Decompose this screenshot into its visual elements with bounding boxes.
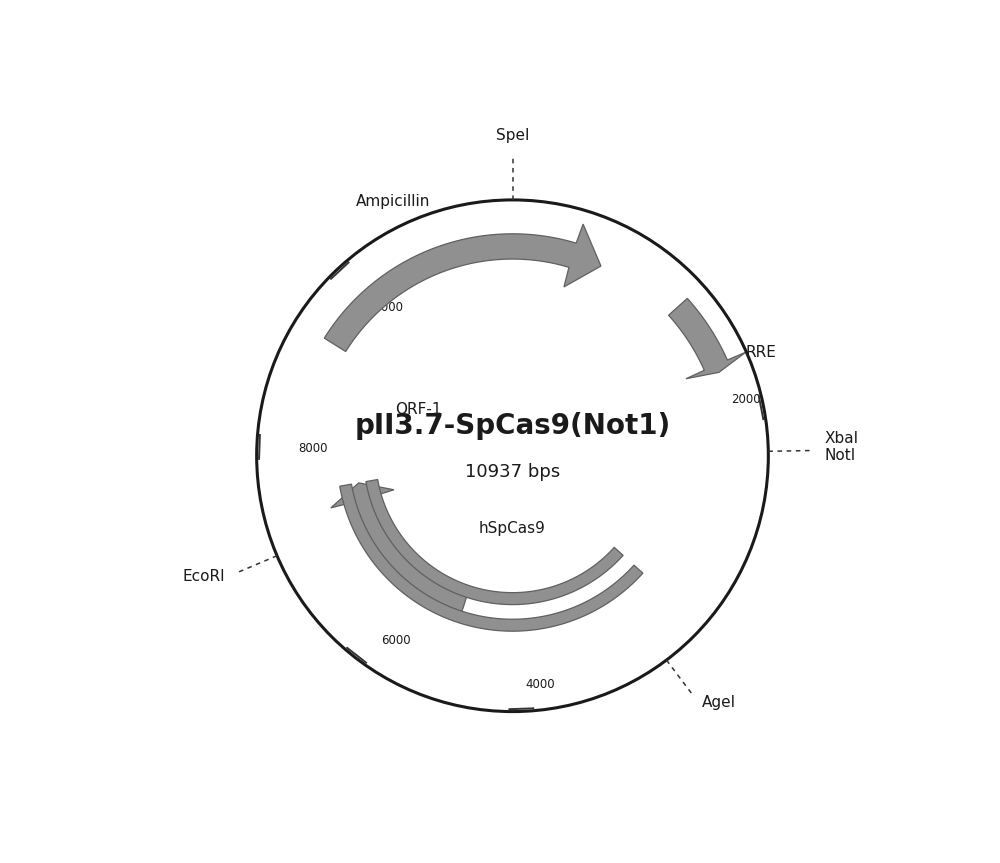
- Polygon shape: [669, 299, 746, 379]
- Text: EcoRI: EcoRI: [182, 569, 225, 584]
- Text: pII3.7-SpCas9(Not1): pII3.7-SpCas9(Not1): [354, 412, 671, 440]
- Text: XbaI: XbaI: [825, 431, 859, 446]
- Text: Ampicillin: Ampicillin: [356, 194, 430, 210]
- Text: AgeI: AgeI: [702, 695, 736, 710]
- Polygon shape: [340, 484, 643, 631]
- Text: hSpCas9: hSpCas9: [479, 521, 546, 536]
- Text: 10937 bps: 10937 bps: [465, 463, 560, 482]
- Text: 10000: 10000: [366, 300, 403, 313]
- Text: RRE: RRE: [745, 345, 776, 360]
- Text: 8000: 8000: [299, 442, 328, 455]
- Text: SpeI: SpeI: [496, 129, 529, 143]
- Text: ORF-1: ORF-1: [395, 402, 442, 418]
- Text: 6000: 6000: [381, 633, 410, 647]
- Text: NotI: NotI: [825, 448, 856, 463]
- Polygon shape: [324, 224, 601, 351]
- Text: 2000: 2000: [731, 393, 761, 406]
- Polygon shape: [331, 483, 468, 616]
- Polygon shape: [366, 480, 623, 605]
- Text: 4000: 4000: [525, 678, 555, 691]
